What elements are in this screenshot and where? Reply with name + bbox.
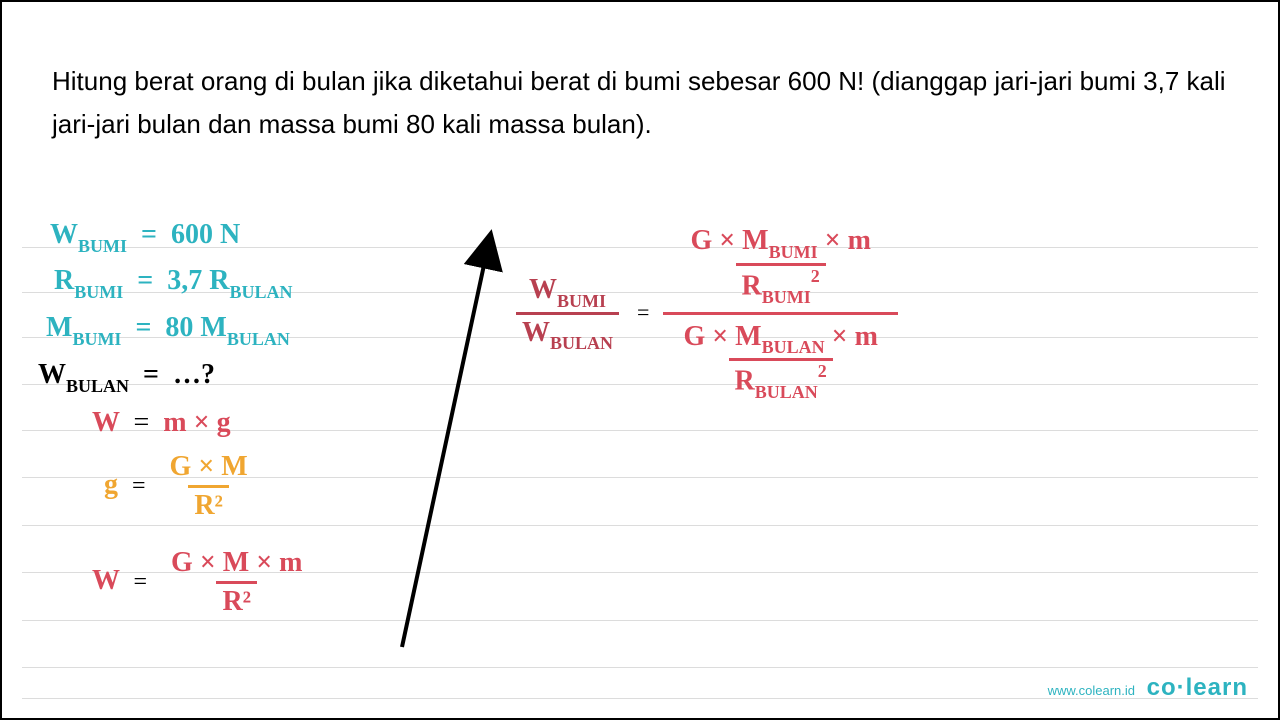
eq-w-bulan: WBULAN = …? [38,359,215,395]
rule-line [22,525,1258,526]
eq-r-bumi: RBUMI = 3,7 RBULAN [54,265,292,301]
rule-line [22,620,1258,621]
arrow-icon [22,227,23,228]
ruled-paper: WBUMI = 600 N RBUMI = 3,7 RBULAN MBUMI =… [22,227,1258,696]
eq-W2: W = G × M × m R² [92,547,313,618]
eq-g: g = G × M R² [104,451,258,522]
watermark: www.colearn.id co·learn [1048,674,1248,702]
eq-m-bumi: MBUMI = 80 MBULAN [46,312,290,348]
rule-line [22,667,1258,668]
eq-W: W = m × g [92,407,231,439]
eq-w-bumi: WBUMI = 600 N [50,219,240,255]
question-text: Hitung berat orang di bulan jika diketah… [52,60,1228,146]
eq-ratio: WBUMI WBULAN = G × MBUMI × m RBUMI2 [512,223,898,403]
